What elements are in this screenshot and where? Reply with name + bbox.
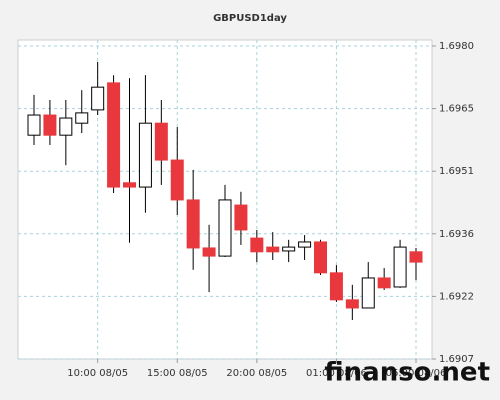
- candle-body: [329, 272, 343, 301]
- candle-body: [186, 199, 200, 249]
- candle-body: [202, 247, 216, 257]
- candle-body: [298, 241, 312, 248]
- candle-body: [409, 251, 423, 263]
- y-tick-label: 1.6922: [439, 291, 474, 302]
- candle-body: [377, 277, 391, 289]
- candle-body: [314, 241, 327, 274]
- candle-body: [345, 299, 359, 309]
- candle-body: [91, 86, 105, 111]
- y-tick-label: 1.6951: [439, 166, 474, 177]
- candle-body: [282, 246, 296, 252]
- candle-body: [123, 182, 136, 188]
- watermark: finanso.net: [324, 358, 490, 388]
- candle-body: [218, 199, 232, 257]
- candle-body: [234, 204, 248, 231]
- candle-body: [393, 246, 407, 288]
- chart-title: GBPUSD1day: [213, 13, 287, 24]
- candle-body: [170, 159, 184, 201]
- candle-body: [43, 114, 57, 136]
- y-tick-label: 1.6980: [439, 41, 474, 52]
- candle-body: [266, 246, 280, 253]
- candle-body: [107, 82, 121, 188]
- candle-body: [59, 117, 73, 136]
- candle-body: [250, 237, 264, 253]
- x-tick-label: 20:00 08/05: [226, 368, 287, 379]
- x-tick-label: 06:00 08/06: [386, 368, 447, 379]
- x-tick-label: 15:00 08/05: [147, 368, 208, 379]
- candle-body: [138, 122, 152, 188]
- y-tick-label: 1.6965: [439, 104, 474, 115]
- candle-body: [75, 112, 89, 124]
- x-tick-label: 10:00 08/05: [67, 368, 128, 379]
- x-tick-label: 01:00 08/06: [306, 368, 367, 379]
- y-tick-label: 1.6907: [439, 354, 474, 365]
- candle-body: [361, 277, 375, 309]
- candle-body: [27, 114, 41, 136]
- candle-body: [154, 122, 168, 161]
- y-tick-label: 1.6936: [439, 229, 474, 240]
